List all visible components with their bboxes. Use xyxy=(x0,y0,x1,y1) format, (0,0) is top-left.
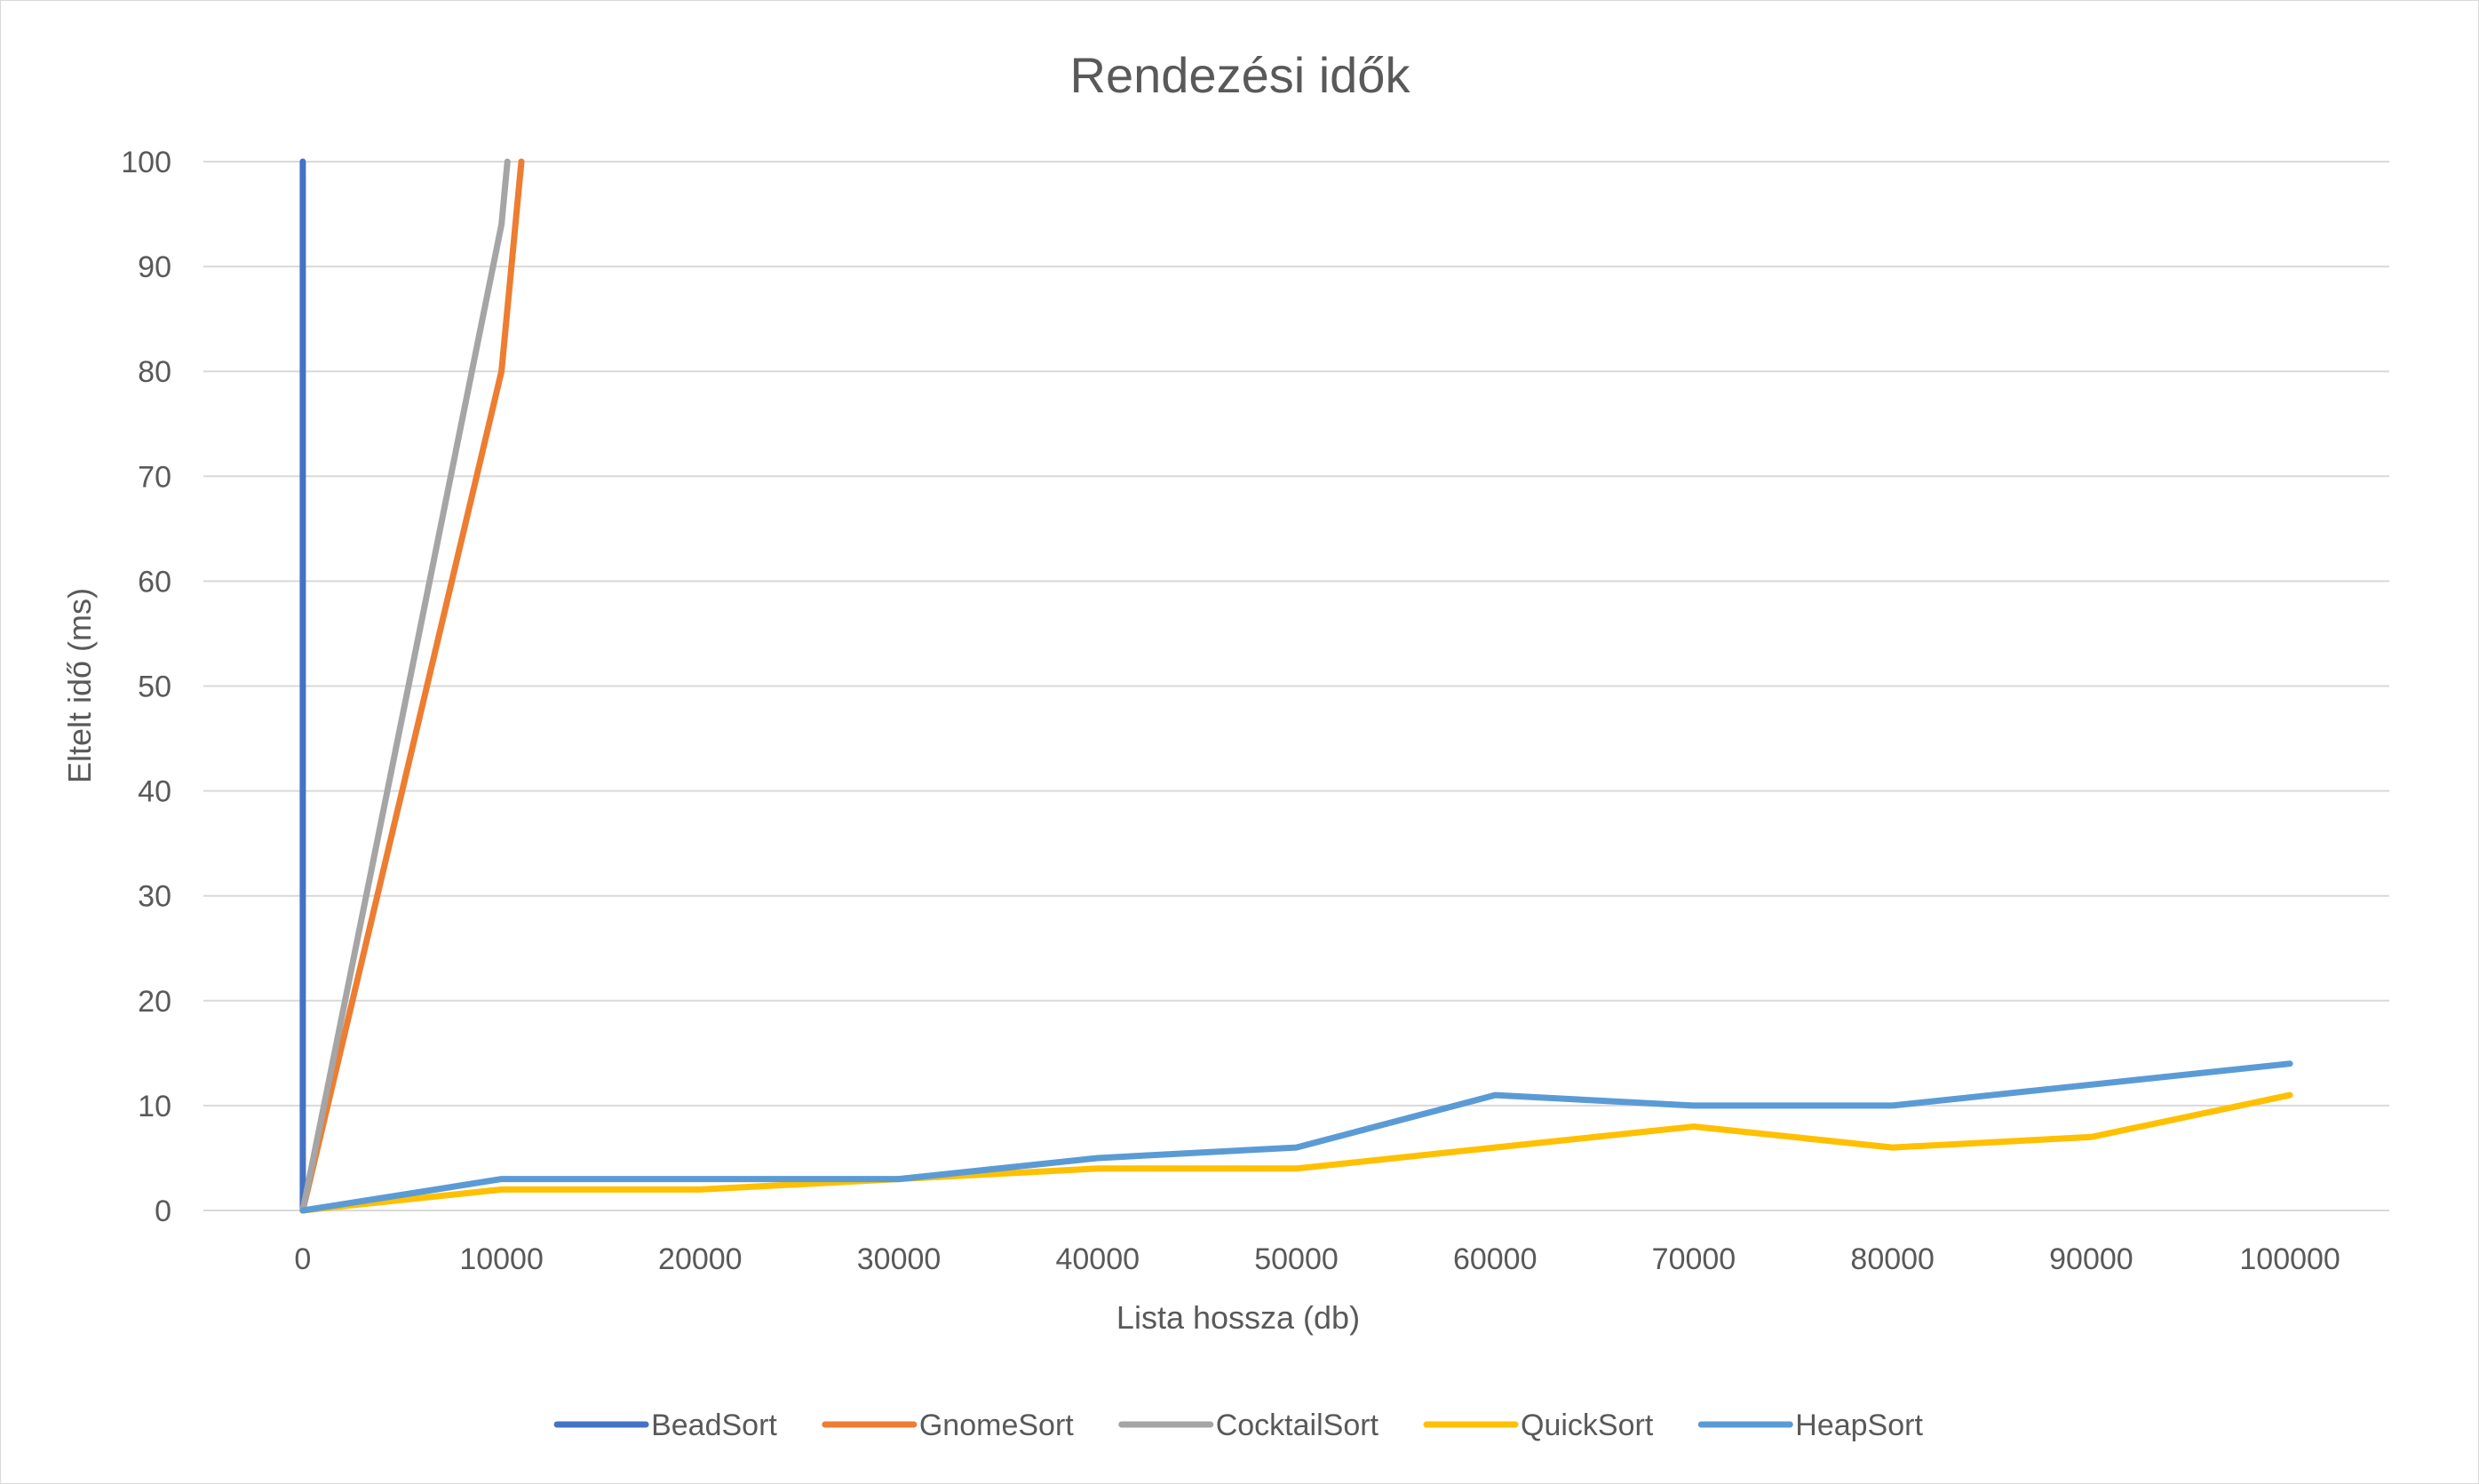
series-line-quicksort xyxy=(299,1091,2293,1214)
legend-label: BeadSort xyxy=(651,1409,777,1442)
legend-label: HeapSort xyxy=(1795,1409,1923,1442)
x-tick-label: 0 xyxy=(294,1242,311,1276)
y-axis-label: Eltelt idő (ms) xyxy=(61,588,98,783)
series-line-cocktailsort xyxy=(299,158,511,1214)
legend-label: QuickSort xyxy=(1521,1409,1654,1442)
series-line-gnomesort xyxy=(299,158,525,1214)
x-tick-label: 90000 xyxy=(2049,1242,2133,1276)
legend-label: GnomeSort xyxy=(919,1409,1074,1442)
legend: BeadSort GnomeSort CocktailSort QuickSort He… xyxy=(553,1409,1923,1442)
legend-item: GnomeSort xyxy=(822,1409,1074,1442)
x-tick-label: 100000 xyxy=(2239,1242,2340,1276)
y-tick-label: 100 xyxy=(121,146,171,179)
y-tick-label: 70 xyxy=(138,460,171,494)
legend-item: CocktailSort xyxy=(1118,1409,1379,1442)
legend-item: BeadSort xyxy=(553,1409,777,1442)
x-tick-label: 60000 xyxy=(1453,1242,1537,1276)
legend-item: QuickSort xyxy=(1423,1409,1654,1442)
x-tick-label: 10000 xyxy=(459,1242,544,1276)
y-tick-label: 10 xyxy=(138,1090,171,1123)
y-tick-label: 60 xyxy=(138,565,171,599)
x-tick-label: 20000 xyxy=(658,1242,743,1276)
x-tick-label: 70000 xyxy=(1652,1242,1736,1276)
series-line-heapsort xyxy=(299,1060,2293,1214)
x-axis-label: Lista hossza (db) xyxy=(1116,1299,1360,1336)
y-tick-label: 90 xyxy=(138,250,171,284)
chart-title: Rendezési idők xyxy=(1070,47,1411,103)
x-tick-label: 80000 xyxy=(1850,1242,1935,1276)
legend-item: HeapSort xyxy=(1697,1409,1923,1442)
y-axis-ticks: 0 10 20 30 40 50 60 70 80 90 100 xyxy=(121,146,171,1228)
gridlines xyxy=(203,161,2389,1211)
x-tick-label: 30000 xyxy=(857,1242,942,1276)
x-tick-label: 40000 xyxy=(1055,1242,1140,1276)
y-tick-label: 40 xyxy=(138,775,171,809)
y-tick-label: 20 xyxy=(138,985,171,1019)
y-tick-label: 80 xyxy=(138,355,171,389)
legend-label: CocktailSort xyxy=(1216,1409,1379,1442)
series-lines xyxy=(299,158,2293,1214)
x-tick-label: 50000 xyxy=(1254,1242,1339,1276)
y-tick-label: 50 xyxy=(138,671,171,704)
x-axis-ticks: 0 10000 20000 30000 40000 50000 60000 70000 8000… xyxy=(294,1242,2340,1276)
y-tick-label: 0 xyxy=(155,1194,171,1228)
y-tick-label: 30 xyxy=(138,880,171,914)
